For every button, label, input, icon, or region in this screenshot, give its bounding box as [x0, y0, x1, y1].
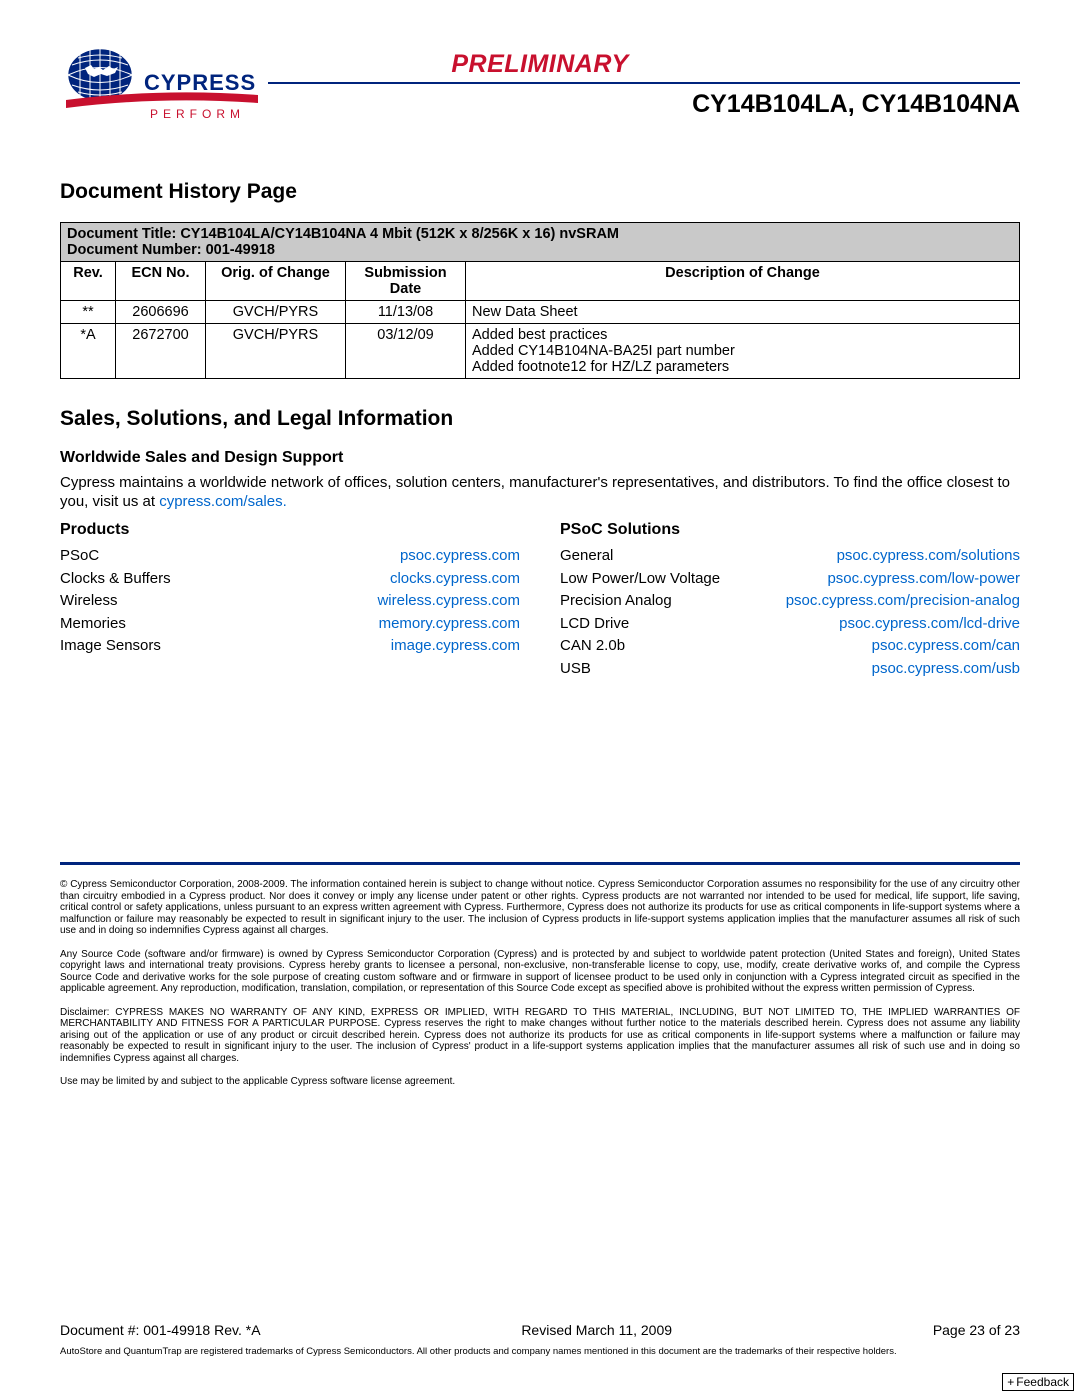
list-item: Wirelesswireless.cypress.com	[60, 590, 520, 613]
legal-section: © Cypress Semiconductor Corporation, 200…	[60, 862, 1020, 1100]
legal-p3: Disclaimer: CYPRESS MAKES NO WARRANTY OF…	[60, 1007, 1020, 1065]
cell-date: 11/13/08	[346, 301, 466, 324]
col-date: Submission Date	[346, 262, 466, 301]
psoc-link[interactable]: psoc.cypress.com/usb	[872, 658, 1020, 681]
doc-history-heading: Document History Page	[60, 180, 1020, 204]
feedback-button[interactable]: Feedback	[1002, 1373, 1074, 1391]
psoc-link[interactable]: psoc.cypress.com/solutions	[837, 545, 1020, 568]
sales-heading: Sales, Solutions, and Legal Information	[60, 407, 1020, 431]
list-item: Image Sensorsimage.cypress.com	[60, 635, 520, 658]
ww-sales-text: Cypress maintains a worldwide network of…	[60, 473, 1020, 511]
cell-orig: GVCH/PYRS	[206, 301, 346, 324]
page-header: CYPRESS PERFORM PRELIMINARY CY14B104LA, …	[60, 40, 1020, 135]
list-item: CAN 2.0bpsoc.cypress.com/can	[560, 635, 1020, 658]
cell-rev: *A	[61, 324, 116, 379]
legal-p1: © Cypress Semiconductor Corporation, 200…	[60, 879, 1020, 937]
cell-rev: **	[61, 301, 116, 324]
svg-text:CYPRESS: CYPRESS	[144, 70, 256, 95]
list-item: Memoriesmemory.cypress.com	[60, 613, 520, 636]
cell-ecn: 2606696	[116, 301, 206, 324]
page-footer: Document #: 001-49918 Rev. *A Revised Ma…	[60, 1322, 1020, 1357]
header-rule	[268, 82, 1020, 84]
col-ecn: ECN No.	[116, 262, 206, 301]
list-item: PSoCpsoc.cypress.com	[60, 545, 520, 568]
cypress-logo-icon: CYPRESS PERFORM	[60, 40, 260, 135]
product-link[interactable]: image.cypress.com	[391, 635, 520, 658]
footer-revised: Revised March 11, 2009	[521, 1322, 672, 1338]
table-header-row: Rev. ECN No. Orig. of Change Submission …	[61, 262, 1020, 301]
psoc-link[interactable]: psoc.cypress.com/low-power	[827, 568, 1020, 591]
cell-desc: New Data Sheet	[466, 301, 1020, 324]
footer-page: Page 23 of 23	[933, 1322, 1020, 1338]
table-row: *A 2672700 GVCH/PYRS 03/12/09 Added best…	[61, 324, 1020, 379]
products-heading: Products	[60, 521, 520, 539]
product-link[interactable]: psoc.cypress.com	[400, 545, 520, 568]
list-item: USBpsoc.cypress.com/usb	[560, 658, 1020, 681]
cell-date: 03/12/09	[346, 324, 466, 379]
cell-ecn: 2672700	[116, 324, 206, 379]
col-desc: Description of Change	[466, 262, 1020, 301]
ww-sales-heading: Worldwide Sales and Design Support	[60, 449, 1020, 467]
product-link[interactable]: clocks.cypress.com	[390, 568, 520, 591]
preliminary-label: PRELIMINARY	[451, 50, 628, 79]
col-orig: Orig. of Change	[206, 262, 346, 301]
product-link[interactable]: memory.cypress.com	[379, 613, 520, 636]
footer-trademark: AutoStore and QuantumTrap are registered…	[60, 1346, 1020, 1357]
doc-title-cell: Document Title: CY14B104LA/CY14B104NA 4 …	[61, 223, 1020, 262]
product-link[interactable]: wireless.cypress.com	[377, 590, 520, 613]
list-item: Precision Analogpsoc.cypress.com/precisi…	[560, 590, 1020, 613]
list-item: Generalpsoc.cypress.com/solutions	[560, 545, 1020, 568]
part-number-title: CY14B104LA, CY14B104NA	[692, 90, 1020, 119]
list-item: Low Power/Low Voltagepsoc.cypress.com/lo…	[560, 568, 1020, 591]
cell-orig: GVCH/PYRS	[206, 324, 346, 379]
psoc-heading: PSoC Solutions	[560, 521, 1020, 539]
legal-p2: Any Source Code (software and/or firmwar…	[60, 949, 1020, 995]
footer-doc: Document #: 001-49918 Rev. *A	[60, 1322, 261, 1338]
psoc-link[interactable]: psoc.cypress.com/lcd-drive	[839, 613, 1020, 636]
doc-title-line2: Document Number: 001-49918	[67, 242, 275, 258]
products-column: Products PSoCpsoc.cypress.com Clocks & B…	[60, 521, 520, 680]
cell-desc: Added best practices Added CY14B104NA-BA…	[466, 324, 1020, 379]
doc-history-table: Document Title: CY14B104LA/CY14B104NA 4 …	[60, 222, 1020, 379]
psoc-column: PSoC Solutions Generalpsoc.cypress.com/s…	[560, 521, 1020, 680]
table-row: ** 2606696 GVCH/PYRS 11/13/08 New Data S…	[61, 301, 1020, 324]
psoc-link[interactable]: psoc.cypress.com/can	[872, 635, 1020, 658]
list-item: Clocks & Buffersclocks.cypress.com	[60, 568, 520, 591]
col-rev: Rev.	[61, 262, 116, 301]
sales-link[interactable]: cypress.com/sales.	[159, 493, 287, 510]
doc-title-line1: Document Title: CY14B104LA/CY14B104NA 4 …	[67, 226, 619, 242]
list-item: LCD Drivepsoc.cypress.com/lcd-drive	[560, 613, 1020, 636]
legal-p4: Use may be limited by and subject to the…	[60, 1076, 1020, 1088]
psoc-link[interactable]: psoc.cypress.com/precision-analog	[786, 590, 1020, 613]
svg-text:PERFORM: PERFORM	[150, 107, 245, 121]
